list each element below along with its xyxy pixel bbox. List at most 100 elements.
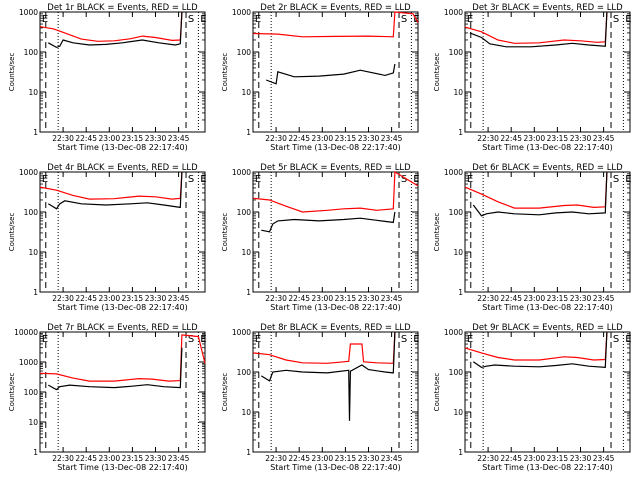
x-axis-label: Start Time (13-Dec-08 22:17:40) xyxy=(270,463,401,472)
plot-frame xyxy=(464,171,631,293)
y-tick-label: 100 xyxy=(237,48,252,57)
series-lld-line xyxy=(39,11,183,42)
y-tick-label: 1000 xyxy=(232,168,251,177)
x-tick-label: 23:15 xyxy=(547,454,569,463)
x-tick-label: 23:45 xyxy=(381,454,403,463)
panel-title: Det 1r BLACK = Events, RED = LLD xyxy=(47,3,198,13)
y-tick-label: 1000 xyxy=(232,8,251,17)
event-marker-e: E xyxy=(413,334,419,345)
y-tick-label: 100 xyxy=(237,208,252,217)
x-tick-label: 23:45 xyxy=(381,134,403,143)
x-tick-label: 23:45 xyxy=(381,294,403,303)
y-axis-label: Counts/sec xyxy=(433,53,441,92)
x-tick-label: 22:45 xyxy=(75,294,97,303)
y-tick-label: 10 xyxy=(453,88,463,97)
x-tick-label: 22:30 xyxy=(477,454,499,463)
event-marker-e: E xyxy=(200,14,206,25)
y-tick-label: 10 xyxy=(28,248,38,257)
series-lld-line xyxy=(39,334,206,382)
x-tick-label: 23:15 xyxy=(122,454,144,463)
y-tick-label: 10 xyxy=(241,248,251,257)
y-tick-label: 1 xyxy=(458,128,463,137)
event-marker-s: S xyxy=(188,174,194,185)
series-events-line xyxy=(48,347,183,391)
x-axis-label: Start Time (13-Dec-08 22:17:40) xyxy=(57,463,188,472)
panel-2: Det 2r BLACK = Events, RED = LLD 1 10 100 10… xyxy=(221,3,420,152)
y-tick-label: 100 xyxy=(449,368,464,377)
x-tick-label: 23:15 xyxy=(547,294,569,303)
y-tick-label: 10000 xyxy=(14,328,38,337)
event-marker-e: E xyxy=(200,334,206,345)
series-events-line xyxy=(261,211,396,233)
x-tick-label: 23:15 xyxy=(122,134,144,143)
x-tick-label: 22:30 xyxy=(265,454,287,463)
panel-title: Det 3r BLACK = Events, RED = LLD xyxy=(472,3,623,13)
event-marker-e: E xyxy=(467,334,473,345)
x-tick-label: 23:45 xyxy=(593,294,615,303)
x-tick-label: 23:00 xyxy=(98,134,120,143)
x-axis-label: Start Time (13-Dec-08 22:17:40) xyxy=(482,303,613,312)
y-tick-label: 1 xyxy=(246,128,251,137)
x-tick-label: 23:30 xyxy=(145,294,167,303)
panel-7: Det 7r BLACK = Events, RED = LLD 1 10 100 10… xyxy=(8,323,207,472)
y-tick-label: 1 xyxy=(33,128,38,137)
event-marker-e: E xyxy=(42,334,48,345)
y-tick-label: 10 xyxy=(453,248,463,257)
event-marker-e: E xyxy=(467,174,473,185)
x-axis-label: Start Time (13-Dec-08 22:17:40) xyxy=(57,303,188,312)
x-tick-label: 22:30 xyxy=(265,134,287,143)
event-marker-e: E xyxy=(625,334,631,345)
event-marker-e: E xyxy=(42,14,48,25)
panel-5: Det 5r BLACK = Events, RED = LLD 1 10 100 10… xyxy=(221,163,420,312)
event-marker-e: E xyxy=(413,174,419,185)
x-tick-label: 23:30 xyxy=(145,454,167,463)
series-lld-line xyxy=(464,331,608,361)
series-lld-line xyxy=(252,11,419,38)
x-tick-label: 22:30 xyxy=(52,454,74,463)
y-axis-label: Counts/sec xyxy=(8,373,16,412)
event-marker-s: S xyxy=(613,174,619,185)
y-tick-label: 100 xyxy=(24,388,39,397)
series-events-line xyxy=(47,171,183,210)
panel-8: Det 8r BLACK = Events, RED = LLD 1 10 100 10… xyxy=(221,323,420,472)
series-events-line xyxy=(472,171,608,217)
plot-frame xyxy=(252,11,419,133)
x-tick-label: 23:00 xyxy=(311,134,333,143)
y-tick-label: 1000 xyxy=(19,8,38,17)
panel-3: Det 3r BLACK = Events, RED = LLD 1 10 100 10… xyxy=(433,3,632,152)
y-tick-label: 1 xyxy=(246,288,251,297)
panel-title: Det 9r BLACK = Events, RED = LLD xyxy=(472,323,623,333)
series-lld-line xyxy=(39,171,183,200)
y-axis-label: Counts/sec xyxy=(8,53,16,92)
y-tick-label: 1 xyxy=(458,288,463,297)
x-tick-label: 23:30 xyxy=(570,134,592,143)
series-events-line xyxy=(472,331,608,369)
plot-frame xyxy=(464,11,631,133)
x-tick-label: 23:00 xyxy=(523,454,545,463)
y-tick-label: 1000 xyxy=(232,328,251,337)
x-tick-label: 23:15 xyxy=(335,294,357,303)
event-marker-e: E xyxy=(255,174,261,185)
event-marker-s: S xyxy=(188,334,194,345)
x-tick-label: 22:45 xyxy=(288,134,310,143)
y-tick-label: 1 xyxy=(458,448,463,457)
x-tick-label: 23:30 xyxy=(358,134,380,143)
x-tick-label: 22:45 xyxy=(500,294,522,303)
x-tick-label: 22:45 xyxy=(500,134,522,143)
x-tick-label: 23:30 xyxy=(358,454,380,463)
series-lld-line xyxy=(464,171,608,209)
series-lld-line xyxy=(252,331,396,364)
x-axis-label: Start Time (13-Dec-08 22:17:40) xyxy=(270,303,401,312)
panel-title: Det 8r BLACK = Events, RED = LLD xyxy=(260,323,411,333)
y-tick-label: 10 xyxy=(241,88,251,97)
x-axis-label: Start Time (13-Dec-08 22:17:40) xyxy=(482,143,613,152)
panel-1: Det 1r BLACK = Events, RED = LLD 1 10 100 10… xyxy=(8,3,207,152)
panel-6: Det 6r BLACK = Events, RED = LLD 1 10 100 10… xyxy=(433,163,632,312)
x-tick-label: 23:00 xyxy=(523,294,545,303)
x-tick-label: 23:30 xyxy=(570,454,592,463)
panel-4: Det 4r BLACK = Events, RED = LLD 1 10 100 10… xyxy=(8,163,207,312)
x-axis-label: Start Time (13-Dec-08 22:17:40) xyxy=(57,143,188,152)
x-tick-label: 23:15 xyxy=(335,454,357,463)
plot-frame xyxy=(464,331,631,453)
x-tick-label: 22:45 xyxy=(75,454,97,463)
